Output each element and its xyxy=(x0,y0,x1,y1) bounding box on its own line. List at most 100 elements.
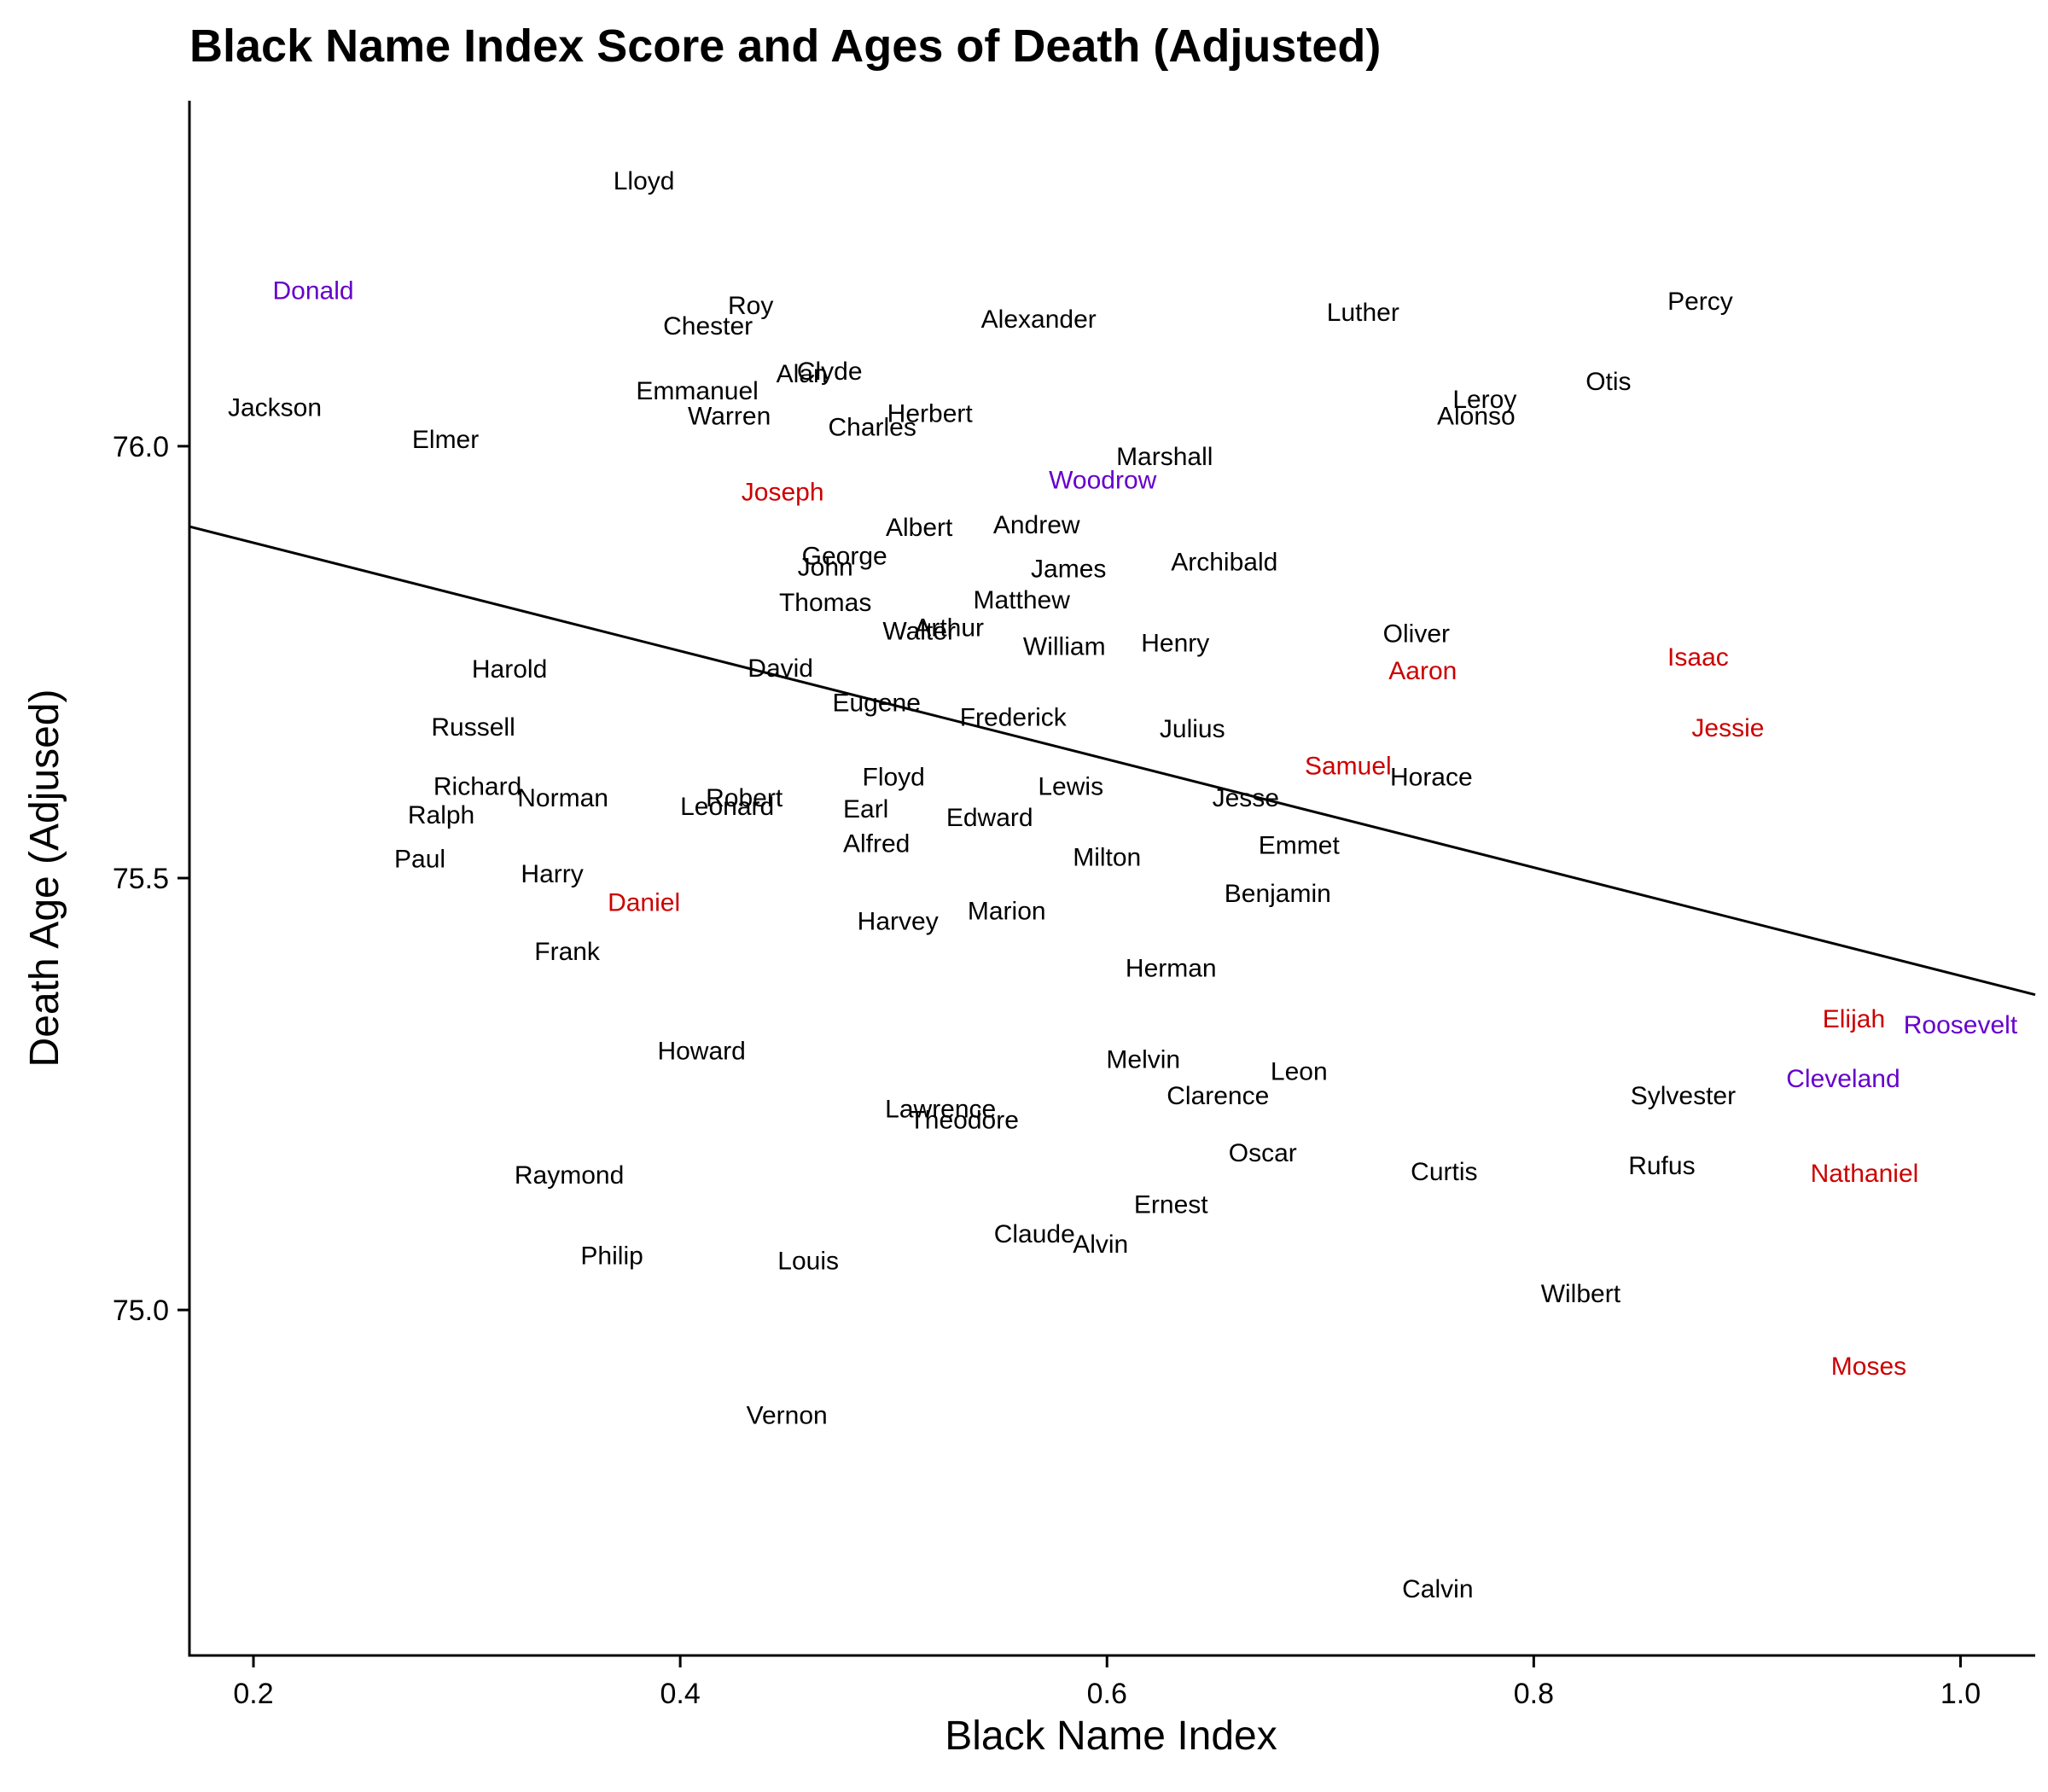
point-label-elmer: Elmer xyxy=(412,426,479,454)
point-label-william: William xyxy=(1023,633,1106,661)
x-tick-label: 0.6 xyxy=(1087,1678,1127,1710)
chart-title: Black Name Index Score and Ages of Death… xyxy=(189,20,1381,72)
point-label-sylvester: Sylvester xyxy=(1631,1082,1736,1110)
point-label-chester: Chester xyxy=(663,312,753,340)
point-label-jackson: Jackson xyxy=(228,393,322,422)
point-label-emmanuel: Emmanuel xyxy=(636,377,758,405)
point-label-cleveland: Cleveland xyxy=(1786,1065,1900,1093)
point-label-lewis: Lewis xyxy=(1038,773,1103,801)
point-label-herbert: Herbert xyxy=(887,399,974,428)
point-label-lloyd: Lloyd xyxy=(614,167,675,195)
point-label-howard: Howard xyxy=(657,1037,745,1065)
point-label-jesse: Jesse xyxy=(1213,784,1279,812)
point-label-richard: Richard xyxy=(433,773,521,801)
point-label-alonso: Alonso xyxy=(1437,402,1516,430)
point-label-roosevelt: Roosevelt xyxy=(1904,1011,2018,1039)
point-label-otis: Otis xyxy=(1585,368,1631,396)
point-label-harry: Harry xyxy=(521,860,583,888)
x-tick-label: 1.0 xyxy=(1940,1678,1981,1710)
y-ticks: 75.0 75.5 76.0 xyxy=(113,431,189,1327)
point-label-alvin: Alvin xyxy=(1073,1231,1128,1259)
x-tick-label: 0.2 xyxy=(233,1678,273,1710)
point-label-wilbert: Wilbert xyxy=(1541,1280,1621,1308)
point-label-leon: Leon xyxy=(1271,1058,1328,1086)
point-label-harold: Harold xyxy=(472,655,547,684)
point-label-isaac: Isaac xyxy=(1667,643,1729,672)
point-label-alan: Alan xyxy=(777,360,828,388)
point-label-leroy: Leroy xyxy=(1452,386,1516,414)
point-label-moses: Moses xyxy=(1831,1353,1906,1381)
point-label-theodore: Theodore xyxy=(909,1106,1018,1134)
point-label-edward: Edward xyxy=(946,804,1033,832)
point-label-raymond: Raymond xyxy=(515,1161,624,1190)
point-label-percy: Percy xyxy=(1667,288,1733,316)
point-label-milton: Milton xyxy=(1073,844,1141,872)
y-tick-label: 75.0 xyxy=(113,1295,169,1327)
axes xyxy=(188,101,2035,1657)
point-label-louis: Louis xyxy=(777,1247,839,1275)
point-label-russell: Russell xyxy=(431,713,515,742)
point-label-oscar: Oscar xyxy=(1229,1139,1297,1167)
point-label-ralph: Ralph xyxy=(408,801,474,829)
point-label-alfred: Alfred xyxy=(843,830,910,858)
point-label-john: John xyxy=(798,554,853,582)
point-label-frank: Frank xyxy=(534,938,601,966)
point-label-julius: Julius xyxy=(1160,715,1225,743)
point-label-herman: Herman xyxy=(1126,954,1217,982)
x-tick-label: 0.8 xyxy=(1514,1678,1554,1710)
x-ticks: 0.2 0.4 0.6 0.8 1.0 xyxy=(233,1655,1981,1710)
x-tick-label: 0.4 xyxy=(660,1678,701,1710)
point-label-warren: Warren xyxy=(688,402,771,430)
point-label-joseph: Joseph xyxy=(742,479,824,507)
point-label-melvin: Melvin xyxy=(1106,1046,1180,1074)
trend-line xyxy=(189,525,2036,997)
y-tick-label: 76.0 xyxy=(113,431,169,463)
point-label-james: James xyxy=(1031,556,1106,584)
point-label-matthew: Matthew xyxy=(974,586,1071,614)
point-label-ernest: Ernest xyxy=(1134,1191,1208,1219)
point-label-rufus: Rufus xyxy=(1628,1152,1695,1180)
point-label-george: George xyxy=(802,542,887,570)
point-label-woodrow: Woodrow xyxy=(1049,466,1157,494)
point-label-marion: Marion xyxy=(968,897,1046,925)
point-label-aaron: Aaron xyxy=(1388,657,1457,685)
point-label-clyde: Clyde xyxy=(797,358,863,386)
point-label-charles: Charles xyxy=(828,414,916,442)
point-label-vernon: Vernon xyxy=(747,1402,828,1430)
point-label-archibald: Archibald xyxy=(1171,549,1277,577)
point-label-david: David xyxy=(748,655,813,683)
point-label-leonard: Leonard xyxy=(680,793,774,821)
point-label-harvey: Harvey xyxy=(858,908,939,936)
point-label-claude: Claude xyxy=(994,1220,1075,1248)
point-label-daniel: Daniel xyxy=(608,888,680,916)
point-label-luther: Luther xyxy=(1327,299,1399,327)
point-label-philip: Philip xyxy=(580,1242,643,1270)
point-label-elijah: Elijah xyxy=(1823,1005,1885,1033)
point-label-marshall: Marshall xyxy=(1116,443,1213,471)
point-label-henry: Henry xyxy=(1141,630,1209,658)
y-tick-label: 75.5 xyxy=(113,863,169,895)
point-label-donald: Donald xyxy=(272,277,353,305)
point-label-robert: Robert xyxy=(706,784,783,812)
point-label-norman: Norman xyxy=(517,784,608,812)
point-label-walter: Walter xyxy=(882,618,956,646)
point-label-lawrence: Lawrence xyxy=(885,1095,996,1123)
point-label-earl: Earl xyxy=(843,795,888,823)
point-label-curtis: Curtis xyxy=(1411,1158,1477,1186)
point-label-alexander: Alexander xyxy=(981,305,1097,334)
point-label-oliver: Oliver xyxy=(1383,620,1450,649)
point-label-roy: Roy xyxy=(728,292,773,320)
point-label-samuel: Samuel xyxy=(1305,752,1392,780)
point-label-horace: Horace xyxy=(1390,764,1473,792)
point-label-nathaniel: Nathaniel xyxy=(1811,1160,1919,1188)
point-label-clarence: Clarence xyxy=(1167,1082,1269,1110)
point-label-emmet: Emmet xyxy=(1259,832,1341,860)
x-axis-label: Black Name Index xyxy=(945,1713,1277,1759)
point-label-andrew: Andrew xyxy=(993,511,1080,539)
point-label-eugene: Eugene xyxy=(832,689,920,718)
point-label-thomas: Thomas xyxy=(779,589,871,617)
point-label-albert: Albert xyxy=(886,514,953,542)
point-label-frederick: Frederick xyxy=(960,704,1068,732)
